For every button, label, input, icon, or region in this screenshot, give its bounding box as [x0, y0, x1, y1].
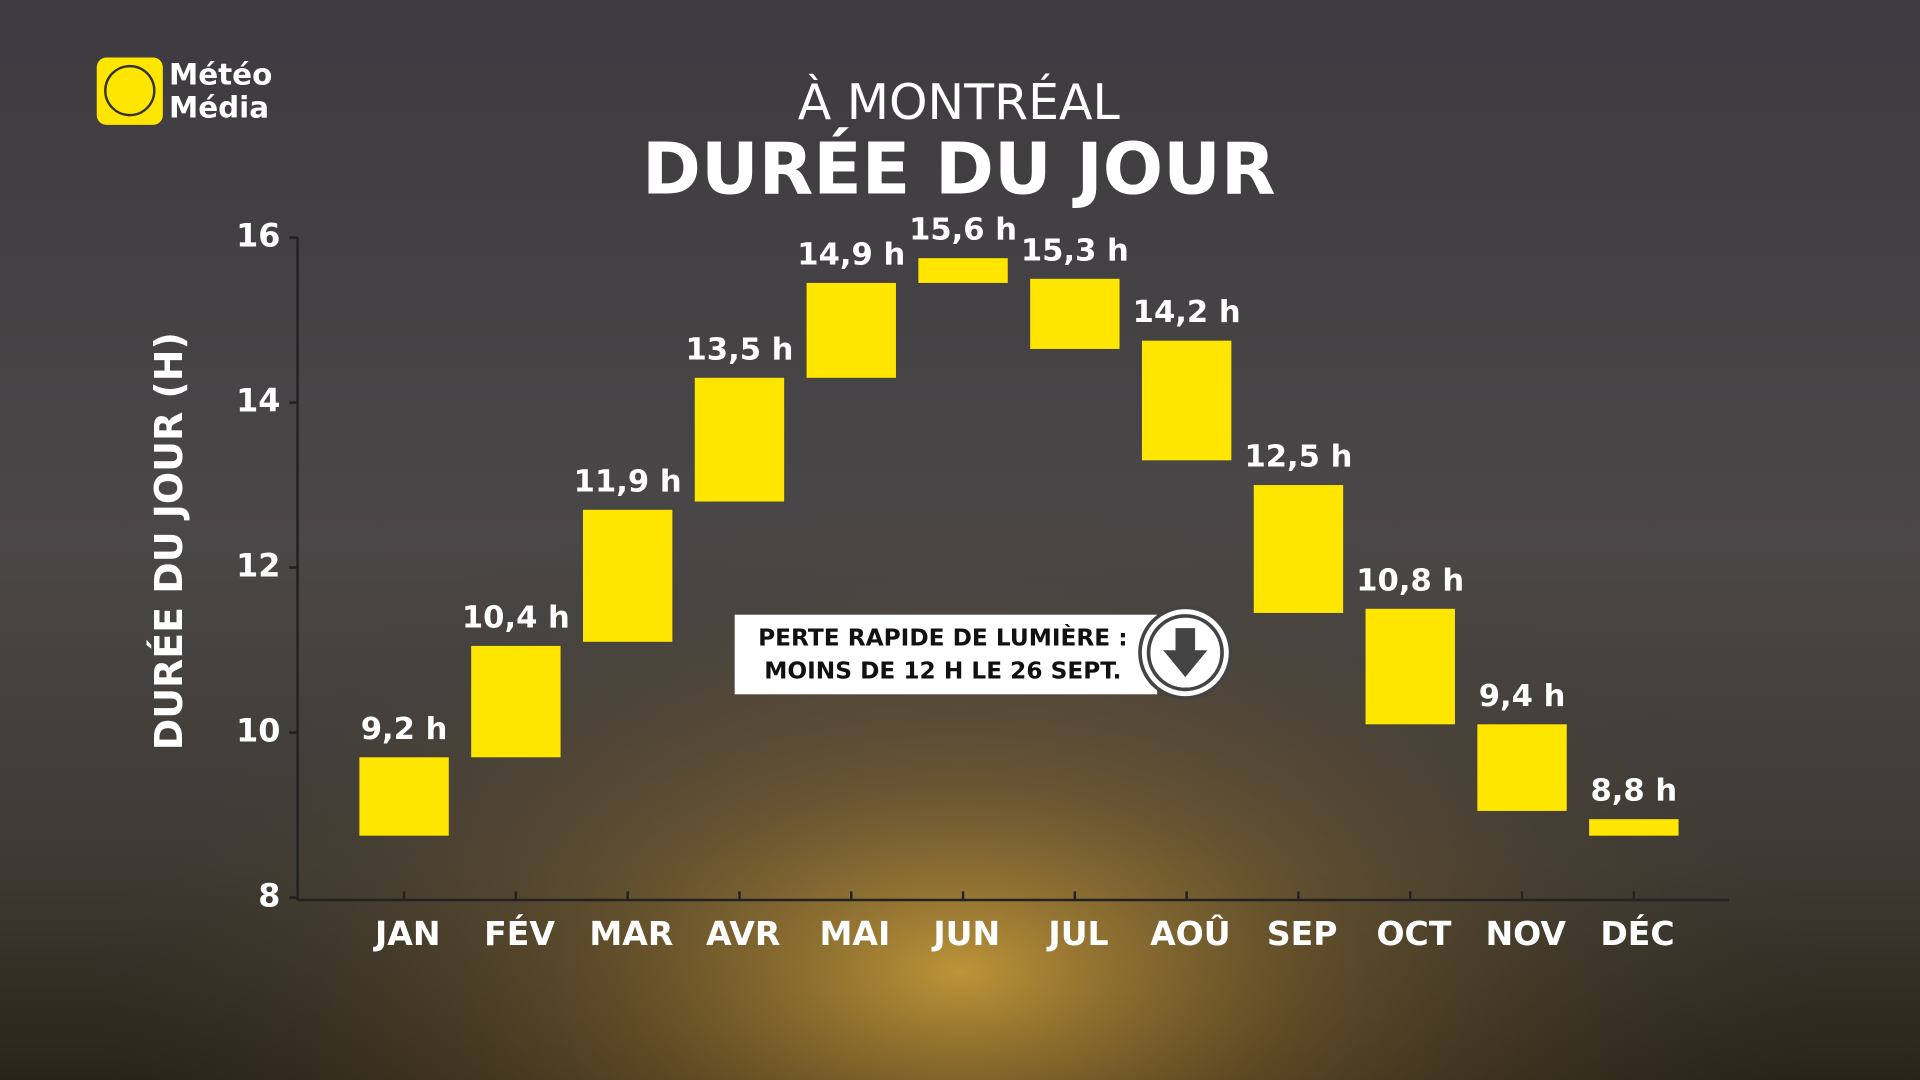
y-tick-label: 10: [236, 712, 280, 750]
annotation-arrow: [1163, 628, 1208, 678]
bar: [1365, 608, 1455, 725]
x-tick-label: MAI: [820, 914, 891, 953]
value-label: 14,2 h: [1133, 295, 1241, 330]
x-tick-label: NOV: [1485, 914, 1566, 953]
bar: [1477, 724, 1567, 811]
x-tick-label: FÉV: [484, 913, 555, 953]
value-label: 8,8 h: [1591, 774, 1678, 809]
x-tick-label: SEP: [1267, 914, 1338, 953]
x-tick-label: JUL: [1046, 914, 1108, 953]
bar: [582, 509, 673, 642]
x-tick-label: JAN: [373, 914, 441, 953]
bar: [1253, 485, 1344, 613]
y-axis-label: DURÉE DU JOUR (H): [147, 332, 191, 750]
x-tick-label: DÉC: [1600, 913, 1674, 953]
value-label: 13,5 h: [685, 332, 793, 367]
plot: 8 10 12 14 16 JAN 9,2 h FÉV 10,4 h MAR 11,9 h AVR 13…: [236, 213, 1679, 953]
logo-globe: [104, 64, 156, 117]
y-tick-label: 12: [236, 547, 280, 585]
y-tick-label: 14: [236, 382, 280, 420]
value-label: 11,9 h: [574, 464, 682, 499]
x-tick-label: AVR: [706, 914, 780, 953]
value-label: 14,9 h: [797, 237, 905, 272]
value-label: 15,3 h: [1021, 233, 1129, 268]
value-label: 9,2 h: [361, 712, 448, 747]
x-tick-label: JUN: [931, 914, 1000, 953]
y-tick-label: 16: [236, 217, 280, 255]
bar: [918, 258, 1008, 283]
bar: [471, 645, 561, 758]
bar: [1030, 278, 1120, 349]
logo: Météo Média: [96, 57, 272, 125]
annotation-text: MOINS DE 12 H LE 26 SEPT.: [764, 658, 1121, 685]
bar: [694, 377, 785, 502]
annotation-box: [734, 614, 1158, 695]
annotation-text: PERTE RAPIDE DE LUMIÈRE :: [758, 624, 1127, 652]
logo-text: Média: [169, 90, 269, 124]
value-label: 15,6 h: [909, 213, 1017, 248]
value-label: 10,4 h: [462, 600, 570, 635]
annotation: PERTE RAPIDE DE LUMIÈRE : MOINS DE 12 H …: [734, 605, 1233, 700]
bar: [1589, 819, 1679, 836]
bar: [1141, 340, 1232, 461]
logo-text: Météo: [169, 57, 272, 91]
x-tick-label: AOÛ: [1150, 913, 1231, 953]
bar: [806, 282, 896, 378]
value-label: 9,4 h: [1479, 679, 1566, 714]
chart-title: DURÉE DU JOUR: [642, 127, 1276, 210]
value-label: 10,8 h: [1356, 563, 1464, 598]
value-label: 12,5 h: [1244, 440, 1352, 475]
x-tick-label: MAR: [589, 914, 673, 953]
y-tick-label: 8: [258, 877, 280, 915]
chart-subtitle: À MONTRÉAL: [798, 72, 1121, 131]
x-tick-label: OCT: [1376, 914, 1451, 953]
bar: [359, 757, 449, 836]
